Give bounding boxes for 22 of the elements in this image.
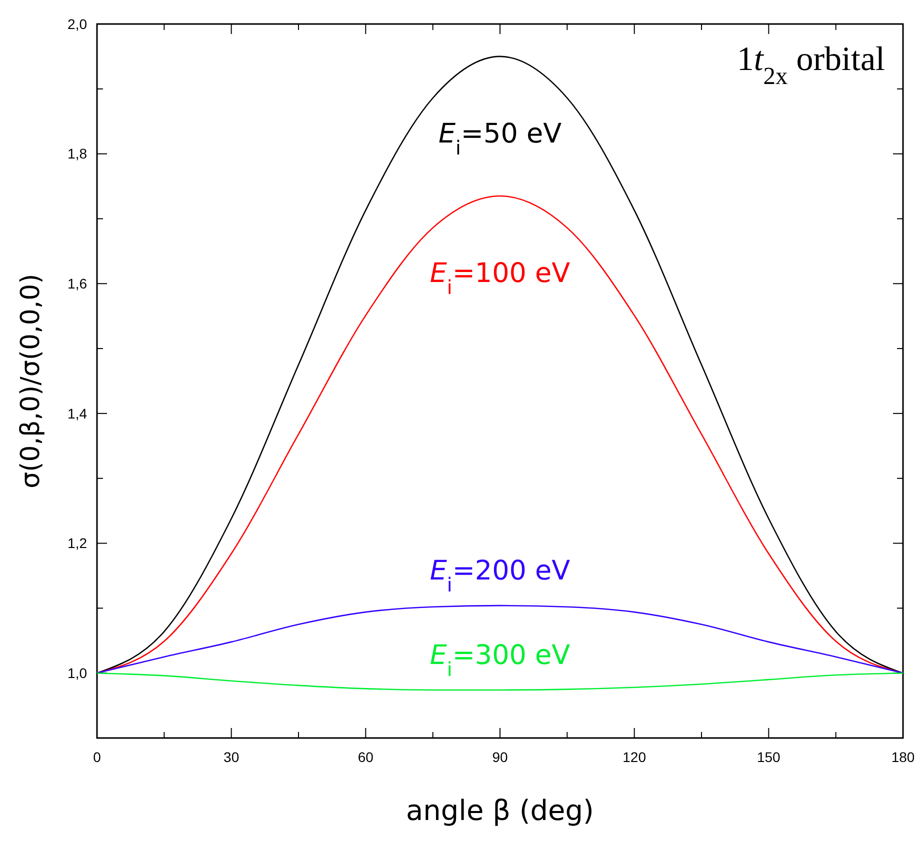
x-axis-title: angle β (deg) — [406, 794, 594, 827]
y-tick-label: 1,4 — [68, 405, 88, 422]
series-label: E$_{i}$=100 eV — [430, 258, 571, 299]
line-series — [96, 604, 904, 674]
x-tick-label: 150 — [756, 749, 781, 765]
y-tick-label: 1,8 — [68, 146, 88, 162]
y-tick-label: 1,6 — [68, 276, 88, 292]
series-label: E$_{i}$=50 eV — [438, 118, 562, 159]
x-tick-label: 180 — [891, 749, 915, 765]
series-label: E$_{i}$=200 eV — [430, 556, 571, 596]
y-tick-label: 2,0 — [68, 16, 88, 32]
text: 1t$_{2x}$ orbital — [736, 41, 885, 90]
line-series — [96, 672, 904, 691]
y-tick-label: 1,2 — [68, 535, 88, 552]
x-tick-label: 120 — [622, 749, 646, 765]
y-axis-title: σ(0,β,0)/σ(0,0,0) — [16, 274, 46, 488]
y-tick-label: 1,0 — [68, 664, 88, 681]
x-tick-label: 60 — [358, 749, 374, 765]
x-tick-label: 30 — [224, 749, 240, 765]
x-tick-label: 90 — [492, 749, 508, 765]
x-tick-label: 0 — [93, 749, 102, 765]
series-label: E$_{i}$=300 eV — [430, 640, 571, 680]
